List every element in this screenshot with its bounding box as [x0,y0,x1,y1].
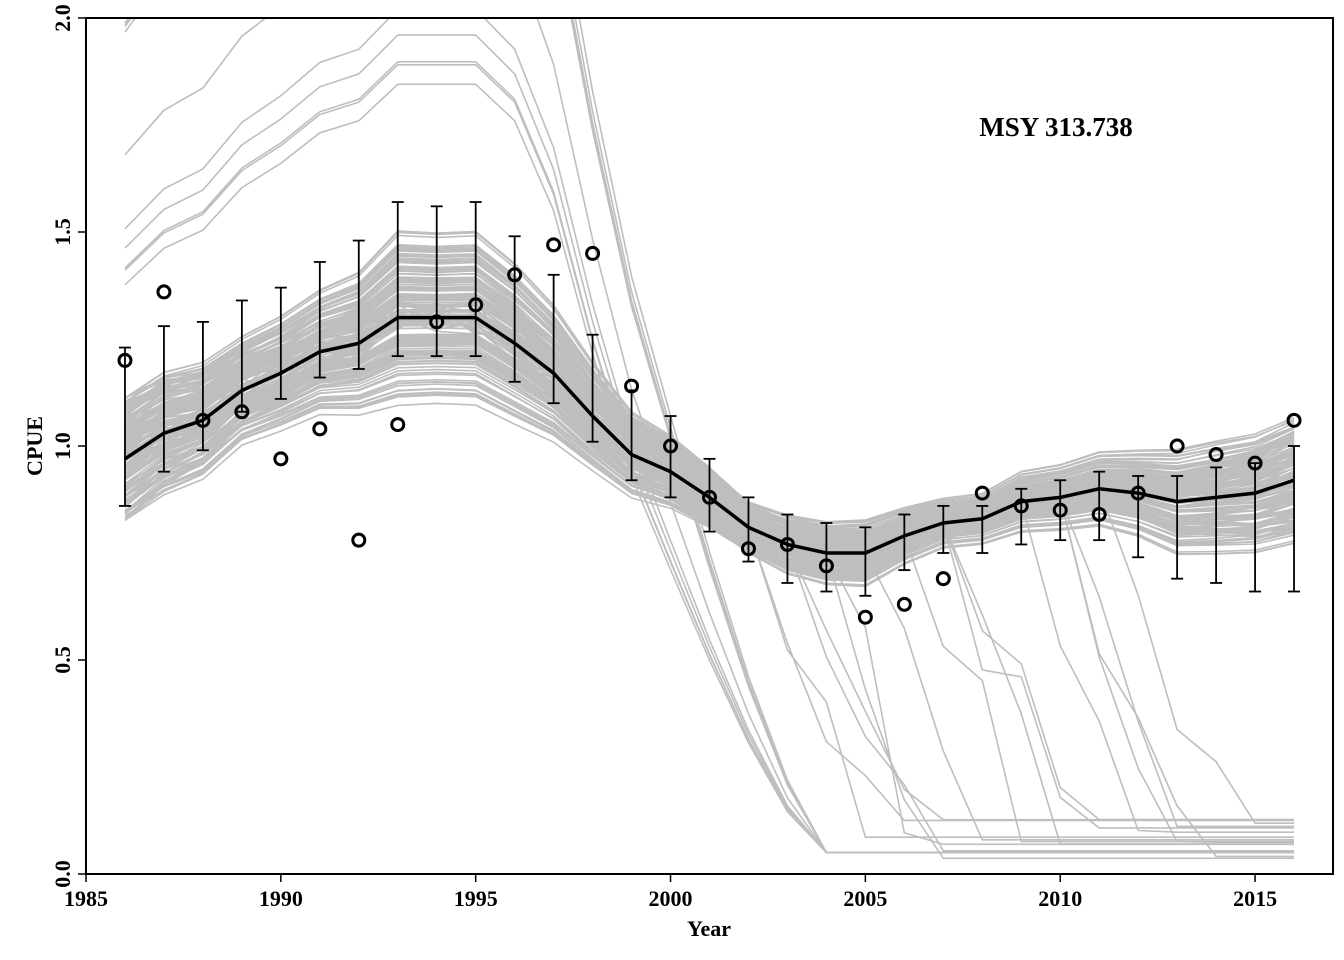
observed-point-2016 [1286,412,1302,428]
plot-frame [85,17,1334,875]
observed-point-2004 [818,558,834,574]
interval-bar-2016 [1288,445,1301,593]
observed-point-1998 [585,245,601,261]
trajectory-line-159 [124,61,1294,854]
observed-point-2002 [740,541,756,557]
interval-bar-1991 [313,261,326,379]
observed-point-1993 [390,417,406,433]
observed-point-1995 [468,297,484,313]
interval-bar-1997 [547,273,560,405]
interval-bar-2006 [898,513,911,572]
x-tick-label-2000: 2000 [649,886,693,911]
observed-point-1989 [234,404,250,420]
observed-point-2009 [1013,498,1029,514]
interval-bar-2007 [937,505,950,554]
observed-point-1990 [273,451,289,467]
observed-point-1988 [195,412,211,428]
observed-point-2006 [896,596,912,612]
interval-bar-1987 [157,325,170,473]
interval-bar-1995 [469,201,482,358]
x-tick-label-2010: 2010 [1038,886,1082,911]
trajectory-line-161 [124,18,1294,854]
interval-bar-2011 [1093,470,1106,542]
observed-point-2007 [935,571,951,587]
observed-point-2001 [702,489,717,505]
observed-point-1997 [546,237,562,253]
observed-point-2013 [1169,438,1185,454]
observed-point-2015 [1247,455,1263,471]
interval-bar-1992 [352,239,365,370]
interval-bar-1990 [274,286,287,400]
observed-point-2005 [857,609,873,625]
x-axis: 1985 1990 1995 2000 2005 2010 2015 [64,874,1277,911]
interval-bar-2012 [1132,475,1145,559]
observed-point-2011 [1091,506,1107,522]
interval-bar-2015 [1249,462,1262,593]
interval-bar-1998 [586,333,599,443]
x-tick-label-2005: 2005 [843,886,887,911]
observed-point-1992 [351,532,367,548]
interval-bar-2009 [1015,487,1028,546]
interval-bar-1986 [118,346,131,507]
observed-point-2008 [974,485,990,501]
interval-bar-2003 [781,513,794,584]
interval-bar-1993 [391,201,404,358]
interval-bar-1996 [508,235,521,383]
interval-bars [118,201,1301,597]
observed-point-1986 [117,352,133,368]
y-tick-label-3: 1.5 [50,218,75,246]
median-line-layer [124,315,1295,555]
interval-bar-2010 [1054,479,1067,542]
observed-point-1996 [507,267,523,283]
observed-point-2000 [663,438,679,454]
interval-bar-2000 [664,415,677,499]
observed-points [117,237,1302,625]
interval-bar-1989 [235,299,248,413]
y-tick-label-2: 1.0 [50,432,75,460]
y-axis-label: CPUE [22,416,47,476]
trajectory-line-166 [124,312,1294,852]
y-axis: 0.0 0.5 1.0 1.5 2.0 [50,4,86,888]
observed-point-2012 [1130,485,1146,501]
y-tick-label-1: 0.5 [50,646,75,674]
observed-point-1999 [624,378,640,394]
x-axis-label: Year [687,916,731,941]
interval-bar-2008 [976,505,989,554]
msy-annotation: MSY 313.738 [979,112,1133,142]
observed-point-1994 [429,314,445,330]
interval-bar-1988 [196,320,209,452]
interval-bar-2002 [742,496,755,563]
observed-point-1991 [312,421,328,437]
x-tick-label-2015: 2015 [1233,886,1277,911]
interval-bar-2004 [820,522,833,593]
interval-bar-2014 [1210,466,1223,584]
x-tick-label-1990: 1990 [259,886,303,911]
observed-point-2014 [1208,447,1224,463]
y-tick-label-0: 0.0 [50,860,75,888]
interval-bar-2013 [1171,475,1184,580]
interval-bar-2005 [859,526,872,597]
median-line [124,315,1295,555]
observed-point-2003 [779,536,795,552]
observed-point-2010 [1052,502,1068,518]
interval-bar-1994 [430,205,443,358]
y-tick-label-4: 2.0 [50,4,75,32]
x-tick-label-1995: 1995 [454,886,498,911]
x-tick-label-1985: 1985 [64,886,108,911]
trajectory-line-152 [124,34,1294,854]
observed-point-1987 [156,284,172,300]
interval-bar-2001 [703,457,716,533]
